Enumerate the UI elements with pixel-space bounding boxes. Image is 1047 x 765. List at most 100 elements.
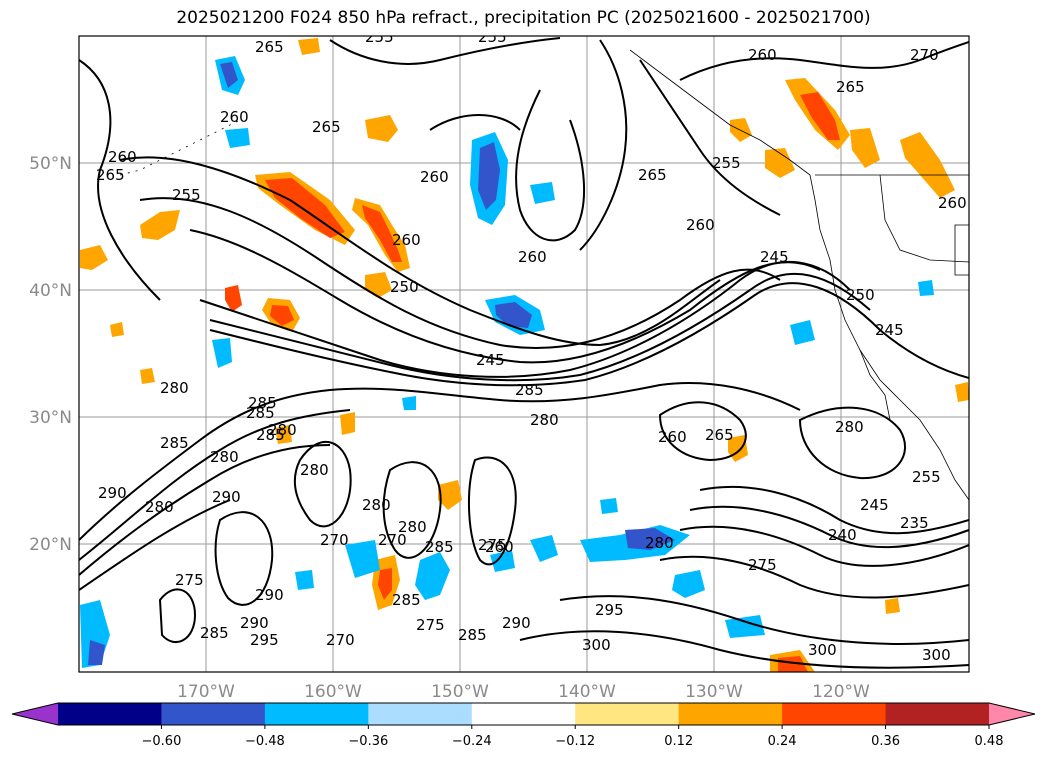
contour-label: 300 (922, 646, 951, 664)
colorbar-tick-label: −0.36 (348, 734, 388, 749)
contour-label: 270 (320, 531, 349, 549)
contour-label: 280 (145, 498, 174, 516)
lon-label: 170°W (177, 682, 235, 702)
colorbar-cell (58, 703, 162, 725)
contour-label: 295 (250, 631, 279, 649)
contour-label: 285 (515, 381, 544, 399)
contour-label: 285 (200, 624, 229, 642)
contour-label: 265 (836, 78, 865, 96)
contour-label: 245 (860, 496, 889, 514)
contour-label: 235 (900, 514, 929, 532)
contour-label: 260 (420, 168, 449, 186)
contour-label: 295 (595, 601, 624, 619)
contour-label: 260 (392, 231, 421, 249)
latitude-labels: 50°N 40°N 30°N 20°N (29, 154, 72, 555)
contour-label: 280 (160, 379, 189, 397)
colorbar-cell (161, 703, 266, 725)
contour-label: 245 (875, 321, 904, 339)
contour-label: 265 (96, 166, 125, 184)
colorbar-cell (575, 703, 680, 725)
map-title: 2025021200 F024 850 hPa refract., precip… (176, 8, 871, 28)
contour-label: 250 (846, 286, 875, 304)
contour-label: 280 (268, 421, 297, 439)
colorbar-tick-label: −0.24 (452, 734, 492, 749)
contour-label: 275 (175, 571, 204, 589)
contour-label: 290 (502, 614, 531, 632)
lon-label: 150°W (431, 682, 489, 702)
precip-negative-shading (80, 56, 934, 668)
lat-label: 50°N (29, 154, 72, 174)
colorbar-tick-label: 0.12 (664, 734, 693, 749)
contour-label: 260 (220, 108, 249, 126)
colorbar-tick-label: 0.48 (975, 734, 1004, 749)
contour-label: 290 (240, 614, 269, 632)
contour-label: 270 (326, 631, 355, 649)
contour-label: 300 (582, 636, 611, 654)
contour-label: 265 (312, 118, 341, 136)
contour-label: 245 (476, 351, 505, 369)
colorbar-cell (264, 703, 369, 725)
lon-label: 160°W (304, 682, 362, 702)
contour-label: 290 (212, 488, 241, 506)
colorbar-extend-left (12, 703, 58, 725)
colorbar-tick-label: 0.24 (768, 734, 797, 749)
colorbar-tick-label: 0.36 (871, 734, 900, 749)
contour-label: 260 (108, 148, 137, 166)
contour-label: 270 (910, 46, 939, 64)
colorbar-tick-label: −0.12 (555, 734, 595, 749)
contour-label: 265 (255, 38, 284, 56)
contour-label: 275 (748, 556, 777, 574)
colorbar: −0.60 −0.48 −0.36 −0.24 −0.12 0.12 0.24 0.36 0.4… (11, 702, 1036, 749)
contour-label: 285 (458, 626, 487, 644)
contour-label: 265 (638, 166, 667, 184)
colorbar-cell (678, 703, 783, 725)
contour-label: 255 (172, 186, 201, 204)
contour-label: 285 (246, 404, 275, 422)
lat-label: 30°N (29, 408, 72, 428)
contour-label: 260 (686, 216, 715, 234)
colorbar-cell (471, 703, 576, 725)
lon-label: 140°W (558, 682, 616, 702)
contour-label: 280 (210, 448, 239, 466)
map-border (78, 35, 970, 673)
contour-label: 285 (425, 538, 454, 556)
contour-label: 255 (478, 28, 507, 46)
contour-label: 285 (160, 434, 189, 452)
contour-label: 290 (98, 484, 127, 502)
contour-labels: 265 255 255 260 270 265 260 265 260 265 … (96, 28, 967, 664)
contour-label: 280 (645, 534, 674, 552)
lon-label: 120°W (812, 682, 870, 702)
colorbar-cell (885, 703, 990, 725)
contour-label: 245 (760, 248, 789, 266)
contour-label: 280 (362, 496, 391, 514)
contour-label: 255 (912, 468, 941, 486)
contour-label: 255 (365, 28, 394, 46)
contour-label: 260 (658, 428, 687, 446)
contour-label: 265 (705, 426, 734, 444)
coastlines (119, 49, 969, 501)
lat-label: 20°N (29, 535, 72, 555)
longitude-labels: 170°W 160°W 150°W 140°W 130°W 120°W (177, 682, 870, 702)
contour-label: 300 (808, 641, 837, 659)
contour-label: 260 (518, 248, 547, 266)
contour-label: 290 (255, 586, 284, 604)
contour-label: 285 (392, 591, 421, 609)
contour-label: 280 (398, 518, 427, 536)
contour-label: 285 (256, 426, 285, 444)
colorbar-cell (368, 703, 473, 725)
colorbar-extend-right (989, 703, 1035, 725)
colorbar-tick-label: −0.48 (245, 734, 285, 749)
contour-label: 250 (390, 278, 419, 296)
contour-label: 285 (248, 394, 277, 412)
contour-label: 275 (478, 536, 507, 554)
contour-label: 260 (938, 194, 967, 212)
colorbar-cell (782, 703, 887, 725)
contour-label: 275 (416, 616, 445, 634)
contour-label: 260 (748, 46, 777, 64)
contour-label: 240 (828, 526, 857, 544)
colorbar-tick-label: −0.60 (142, 734, 182, 749)
contour-label: 280 (835, 418, 864, 436)
contour-label: 280 (300, 461, 329, 479)
refractivity-contours (79, 37, 969, 669)
